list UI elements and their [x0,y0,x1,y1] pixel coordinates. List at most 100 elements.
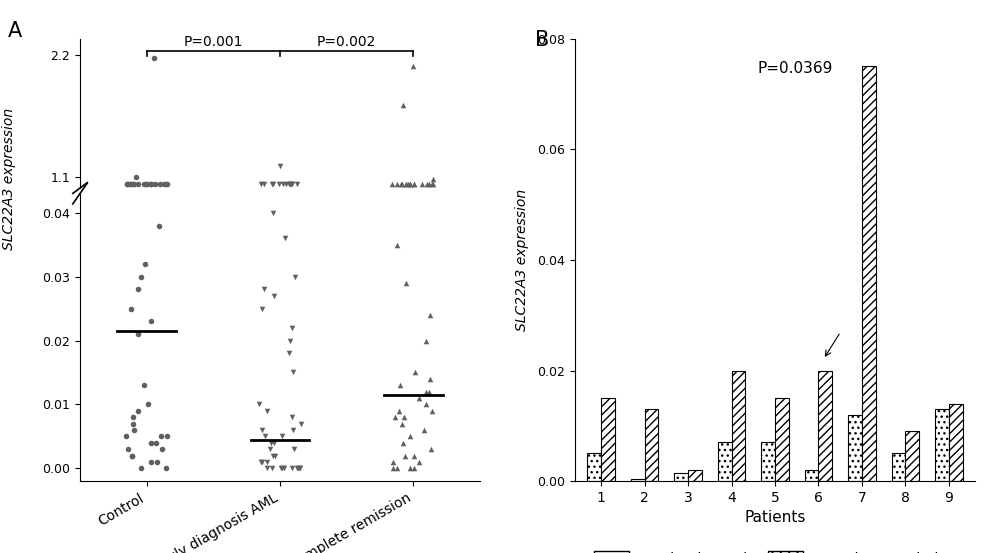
Point [259,294,275,303]
Point [143,317,159,326]
Point [257,432,273,441]
Point [422,374,438,383]
Point [138,179,154,188]
Point [402,294,418,302]
Point [385,464,401,473]
Point [289,294,305,303]
Point [281,349,297,358]
Point [395,439,411,447]
Y-axis label: SLC22A3 expression: SLC22A3 expression [2,108,16,251]
Point [124,451,140,460]
Point [253,179,269,188]
Bar [818,371,832,481]
Point [283,179,299,188]
Point [159,179,175,188]
Point [384,179,400,188]
Point [281,179,297,188]
Point [284,413,300,421]
Point [259,293,275,302]
Point [411,457,427,466]
X-axis label: Patients: Patients [744,510,806,525]
Point [259,457,275,466]
Point [143,294,159,303]
Point [284,464,300,473]
Point [265,451,281,460]
Point [143,179,159,188]
Point [266,439,282,447]
Point [389,179,405,188]
Point [156,179,172,188]
Point [254,426,270,435]
Point [125,293,141,302]
Point [395,101,411,109]
Point [394,419,410,428]
Point [257,294,273,302]
Point [124,294,140,303]
Point [273,294,289,303]
Point [421,387,437,396]
Point [285,426,301,435]
Point [137,291,153,300]
Point [291,294,307,303]
Point [124,294,140,303]
Point [125,294,141,302]
Point [389,464,405,473]
Point [406,294,422,303]
Point [130,292,146,301]
Point [423,445,439,453]
Point [385,294,401,303]
Point [122,179,138,188]
Point [143,294,159,302]
Point [126,294,142,302]
Point [147,179,163,188]
Point [251,293,267,302]
Point [264,464,280,473]
Point [387,413,403,421]
Point [265,290,281,299]
Point [262,445,278,453]
Point [265,294,281,303]
Point [274,294,290,303]
Point [418,293,434,302]
Point [385,294,401,303]
Bar [761,442,775,481]
Point [152,179,168,188]
Point [136,293,152,301]
Point [292,294,308,303]
Point [271,179,287,188]
Point [123,179,139,188]
Point [265,208,281,217]
Point [259,406,275,415]
Point [124,451,140,460]
Point [123,304,139,313]
Point [389,240,405,249]
Point [154,294,170,302]
Point [254,457,270,466]
Point [293,294,309,302]
Bar [935,409,949,481]
Point [151,290,167,299]
Point [277,290,293,299]
Point [282,336,298,345]
Point [133,294,149,303]
Point [133,291,149,300]
Point [406,294,422,303]
Point [281,292,297,301]
Point [402,179,418,188]
Text: P=0.0369: P=0.0369 [757,61,833,76]
Point [151,221,167,230]
Point [159,294,175,302]
Point [274,432,290,441]
Bar [631,479,645,481]
Point [149,294,165,303]
Point [254,304,270,313]
Point [424,406,440,415]
Bar [892,453,905,481]
Bar [862,66,876,481]
Point [143,179,159,188]
Bar [775,398,789,481]
Point [418,336,434,345]
Point [265,179,281,188]
Point [421,179,437,188]
Point [385,457,401,466]
